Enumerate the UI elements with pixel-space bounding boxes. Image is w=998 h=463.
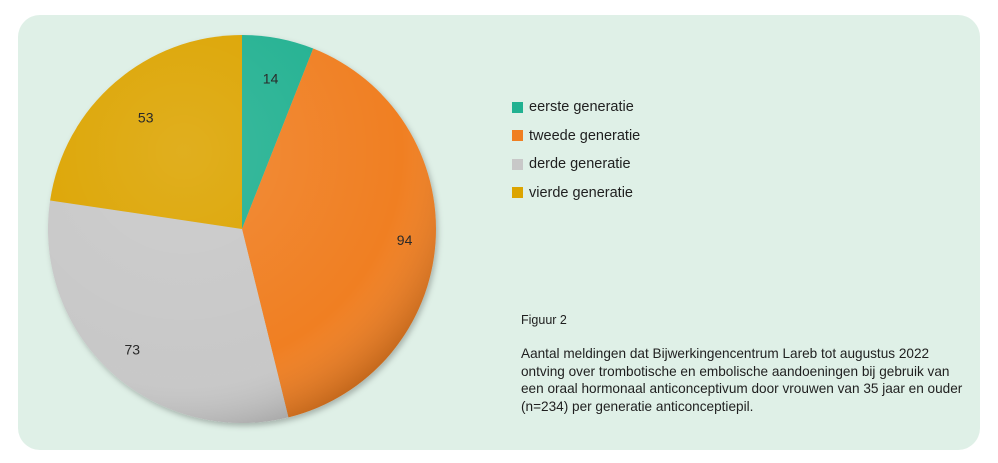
legend-label: eerste generatie bbox=[529, 99, 634, 116]
pie-data-label-1: 14 bbox=[263, 70, 279, 86]
legend-item: eerste generatie bbox=[512, 93, 640, 122]
legend-swatch bbox=[512, 130, 523, 142]
pie-slices bbox=[47, 35, 436, 423]
pie-data-label-3: 73 bbox=[125, 342, 141, 358]
legend-label: tweede generatie bbox=[529, 127, 641, 144]
legend-swatch bbox=[512, 187, 523, 199]
pie-data-labels: 14 94 73 53 bbox=[125, 70, 413, 357]
legend-label: vierde generatie bbox=[529, 184, 633, 201]
pie-slice-4 bbox=[50, 35, 242, 229]
legend-swatch bbox=[512, 101, 523, 113]
legend-swatch bbox=[512, 158, 523, 170]
figure-label: Figuur 2 bbox=[521, 313, 567, 327]
pie-data-label-2: 94 bbox=[397, 232, 413, 248]
legend: eerste generatie tweede generatie derde ge… bbox=[512, 93, 640, 207]
figure-caption: Aantal meldingen dat Bijwerkingencentrum… bbox=[521, 346, 963, 414]
legend-label: derde generatie bbox=[529, 156, 631, 173]
legend-item: tweede generatie bbox=[512, 122, 640, 151]
legend-item: derde generatie bbox=[512, 150, 640, 179]
legend-item: vierde generatie bbox=[512, 179, 640, 208]
pie-data-label-4: 53 bbox=[138, 109, 154, 125]
